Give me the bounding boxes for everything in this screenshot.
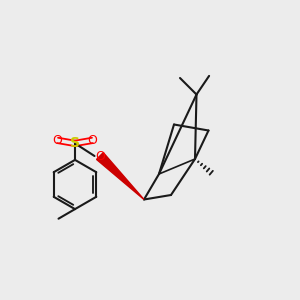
Polygon shape xyxy=(97,153,144,200)
Text: O: O xyxy=(53,134,62,147)
Text: S: S xyxy=(70,136,80,150)
Text: O: O xyxy=(95,149,105,163)
Text: O: O xyxy=(88,134,97,147)
